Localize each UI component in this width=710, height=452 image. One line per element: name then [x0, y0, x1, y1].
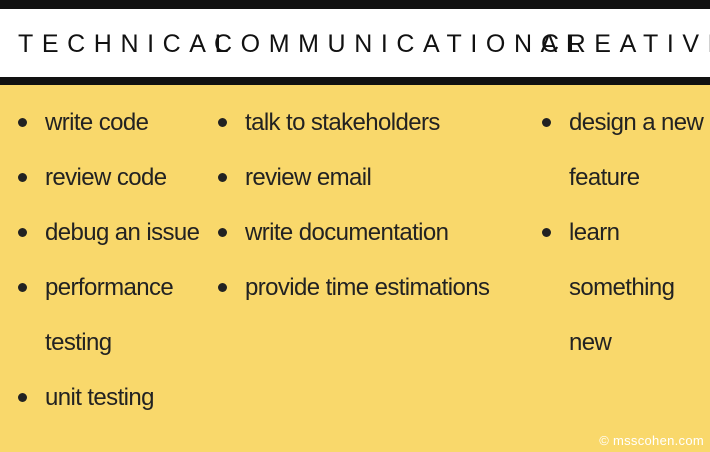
list-item-text: talk to stakeholders — [245, 109, 440, 136]
communicational-list: talk to stakeholders review email write … — [216, 95, 516, 315]
list-item: talk to stakeholders — [216, 95, 516, 150]
list-item: design a new feature — [540, 95, 708, 205]
list-item-text: unit testing — [45, 384, 154, 411]
bullet-icon — [18, 283, 27, 292]
bullet-icon — [18, 118, 27, 127]
bullet-icon — [218, 173, 227, 182]
technical-list: write code review code debug an issue pe… — [16, 95, 206, 425]
list-item-text: debug an issue — [45, 219, 200, 246]
creative-list: design a new feature learn something new — [540, 95, 708, 370]
list-item-text: review code — [45, 164, 167, 191]
list-item: provide time estimations — [216, 260, 516, 315]
list-item: write code — [16, 95, 206, 150]
list-item-text: write documentation — [245, 219, 449, 246]
header-divider — [0, 77, 710, 85]
bullet-icon — [218, 118, 227, 127]
list-item: performance testing — [16, 260, 206, 370]
heading-creative: CREATIVE — [541, 30, 710, 58]
copyright-credit: © msscohen.com — [599, 433, 704, 448]
list-item-text: learn something new — [569, 219, 675, 356]
bullet-icon — [18, 393, 27, 402]
top-rule — [0, 0, 710, 9]
list-item-text: review email — [245, 164, 372, 191]
bullet-icon — [18, 228, 27, 237]
heading-communicational: COMMUNICATIONAL — [214, 30, 589, 58]
list-item-text: write code — [45, 109, 149, 136]
list-item: debug an issue — [16, 205, 206, 260]
bullet-icon — [218, 283, 227, 292]
list-item: unit testing — [16, 370, 206, 425]
header-band — [0, 9, 710, 77]
heading-technical: TECHNICAL — [18, 30, 238, 58]
bullet-icon — [218, 228, 227, 237]
bullet-icon — [542, 228, 551, 237]
list-item-text: design a new feature — [569, 109, 704, 191]
bullet-icon — [18, 173, 27, 182]
bullet-icon — [542, 118, 551, 127]
list-item: write documentation — [216, 205, 516, 260]
list-item: review code — [16, 150, 206, 205]
list-item-text: provide time estimations — [245, 274, 490, 301]
list-item: learn something new — [540, 205, 708, 370]
list-item: review email — [216, 150, 516, 205]
list-item-text: performance testing — [45, 274, 174, 356]
